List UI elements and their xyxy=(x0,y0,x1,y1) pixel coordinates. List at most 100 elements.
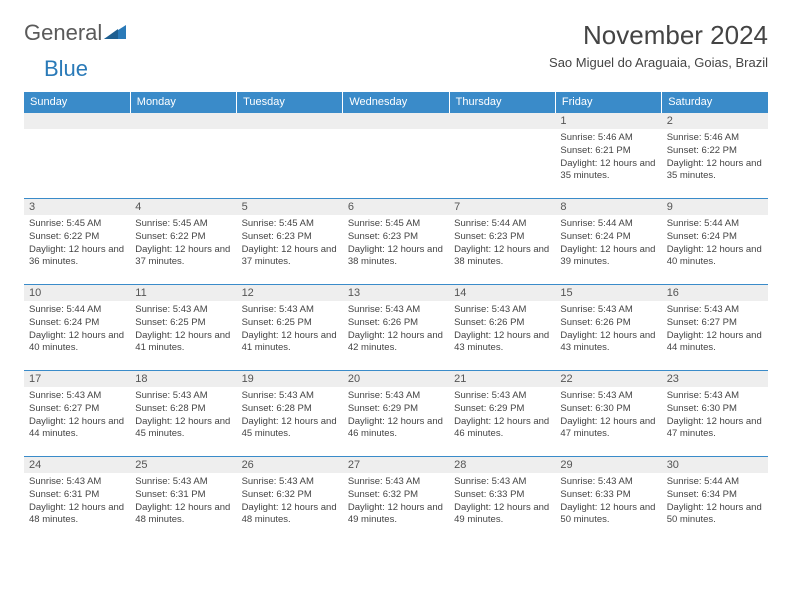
day-number: 24 xyxy=(24,457,130,473)
sunrise-text: Sunrise: 5:45 AM xyxy=(135,218,231,231)
weekday-mon: Monday xyxy=(130,92,236,113)
daylight-text: Daylight: 12 hours and 44 minutes. xyxy=(667,330,763,356)
sunrise-text: Sunrise: 5:43 AM xyxy=(454,390,550,403)
daylight-text: Daylight: 12 hours and 46 minutes. xyxy=(348,416,444,442)
calendar-cell xyxy=(237,113,343,199)
sunset-text: Sunset: 6:31 PM xyxy=(29,489,125,502)
day-details: Sunrise: 5:43 AMSunset: 6:26 PMDaylight:… xyxy=(343,301,449,358)
sunrise-text: Sunrise: 5:45 AM xyxy=(242,218,338,231)
daylight-text: Daylight: 12 hours and 35 minutes. xyxy=(560,158,656,184)
daylight-text: Daylight: 12 hours and 50 minutes. xyxy=(667,502,763,528)
day-details: Sunrise: 5:43 AMSunset: 6:25 PMDaylight:… xyxy=(237,301,343,358)
day-number: 3 xyxy=(24,199,130,215)
day-details: Sunrise: 5:43 AMSunset: 6:31 PMDaylight:… xyxy=(24,473,130,530)
day-number: 28 xyxy=(449,457,555,473)
sunrise-text: Sunrise: 5:43 AM xyxy=(560,390,656,403)
calendar-row: 10Sunrise: 5:44 AMSunset: 6:24 PMDayligh… xyxy=(24,285,768,371)
sunset-text: Sunset: 6:22 PM xyxy=(667,145,763,158)
day-number: 15 xyxy=(555,285,661,301)
calendar-cell: 3Sunrise: 5:45 AMSunset: 6:22 PMDaylight… xyxy=(24,199,130,285)
calendar-cell xyxy=(130,113,236,199)
day-details: Sunrise: 5:44 AMSunset: 6:24 PMDaylight:… xyxy=(662,215,768,272)
logo-word2: Blue xyxy=(44,56,88,82)
daylight-text: Daylight: 12 hours and 46 minutes. xyxy=(454,416,550,442)
day-number: 7 xyxy=(449,199,555,215)
day-details: Sunrise: 5:46 AMSunset: 6:22 PMDaylight:… xyxy=(662,129,768,186)
day-number: 26 xyxy=(237,457,343,473)
sunrise-text: Sunrise: 5:46 AM xyxy=(667,132,763,145)
day-number: 16 xyxy=(662,285,768,301)
sunset-text: Sunset: 6:23 PM xyxy=(348,231,444,244)
day-details: Sunrise: 5:45 AMSunset: 6:22 PMDaylight:… xyxy=(130,215,236,272)
daylight-text: Daylight: 12 hours and 47 minutes. xyxy=(667,416,763,442)
sunset-text: Sunset: 6:22 PM xyxy=(135,231,231,244)
calendar-cell: 6Sunrise: 5:45 AMSunset: 6:23 PMDaylight… xyxy=(343,199,449,285)
daylight-text: Daylight: 12 hours and 39 minutes. xyxy=(560,244,656,270)
weekday-sun: Sunday xyxy=(24,92,130,113)
calendar-cell: 1Sunrise: 5:46 AMSunset: 6:21 PMDaylight… xyxy=(555,113,661,199)
sunrise-text: Sunrise: 5:43 AM xyxy=(348,390,444,403)
calendar-cell: 23Sunrise: 5:43 AMSunset: 6:30 PMDayligh… xyxy=(662,371,768,457)
sunrise-text: Sunrise: 5:43 AM xyxy=(135,476,231,489)
weekday-header-row: Sunday Monday Tuesday Wednesday Thursday… xyxy=(24,92,768,113)
calendar-cell xyxy=(343,113,449,199)
day-number: 27 xyxy=(343,457,449,473)
day-details: Sunrise: 5:45 AMSunset: 6:23 PMDaylight:… xyxy=(237,215,343,272)
day-details: Sunrise: 5:43 AMSunset: 6:28 PMDaylight:… xyxy=(130,387,236,444)
sunrise-text: Sunrise: 5:43 AM xyxy=(667,304,763,317)
day-number: 20 xyxy=(343,371,449,387)
sunset-text: Sunset: 6:33 PM xyxy=(454,489,550,502)
daylight-text: Daylight: 12 hours and 35 minutes. xyxy=(667,158,763,184)
day-number: 23 xyxy=(662,371,768,387)
daylight-text: Daylight: 12 hours and 47 minutes. xyxy=(560,416,656,442)
calendar-cell: 27Sunrise: 5:43 AMSunset: 6:32 PMDayligh… xyxy=(343,457,449,543)
day-number: 17 xyxy=(24,371,130,387)
day-number: 19 xyxy=(237,371,343,387)
sunrise-text: Sunrise: 5:43 AM xyxy=(29,390,125,403)
day-number: 11 xyxy=(130,285,236,301)
day-details: Sunrise: 5:43 AMSunset: 6:27 PMDaylight:… xyxy=(24,387,130,444)
calendar-row: 1Sunrise: 5:46 AMSunset: 6:21 PMDaylight… xyxy=(24,113,768,199)
day-number: 5 xyxy=(237,199,343,215)
calendar-cell: 28Sunrise: 5:43 AMSunset: 6:33 PMDayligh… xyxy=(449,457,555,543)
sunset-text: Sunset: 6:24 PM xyxy=(667,231,763,244)
daylight-text: Daylight: 12 hours and 45 minutes. xyxy=(135,416,231,442)
sunrise-text: Sunrise: 5:45 AM xyxy=(348,218,444,231)
day-details: Sunrise: 5:43 AMSunset: 6:33 PMDaylight:… xyxy=(449,473,555,530)
daylight-text: Daylight: 12 hours and 44 minutes. xyxy=(29,416,125,442)
daylight-text: Daylight: 12 hours and 48 minutes. xyxy=(135,502,231,528)
day-details: Sunrise: 5:43 AMSunset: 6:32 PMDaylight:… xyxy=(343,473,449,530)
day-number: 13 xyxy=(343,285,449,301)
day-details: Sunrise: 5:43 AMSunset: 6:26 PMDaylight:… xyxy=(555,301,661,358)
sunrise-text: Sunrise: 5:43 AM xyxy=(348,304,444,317)
sunrise-text: Sunrise: 5:44 AM xyxy=(667,218,763,231)
sunset-text: Sunset: 6:23 PM xyxy=(454,231,550,244)
daylight-text: Daylight: 12 hours and 42 minutes. xyxy=(348,330,444,356)
sunrise-text: Sunrise: 5:43 AM xyxy=(667,390,763,403)
sunrise-text: Sunrise: 5:43 AM xyxy=(348,476,444,489)
sunrise-text: Sunrise: 5:43 AM xyxy=(135,304,231,317)
calendar-cell: 14Sunrise: 5:43 AMSunset: 6:26 PMDayligh… xyxy=(449,285,555,371)
day-details: Sunrise: 5:43 AMSunset: 6:29 PMDaylight:… xyxy=(343,387,449,444)
calendar-cell: 26Sunrise: 5:43 AMSunset: 6:32 PMDayligh… xyxy=(237,457,343,543)
sunset-text: Sunset: 6:32 PM xyxy=(242,489,338,502)
sunset-text: Sunset: 6:31 PM xyxy=(135,489,231,502)
day-details: Sunrise: 5:43 AMSunset: 6:31 PMDaylight:… xyxy=(130,473,236,530)
day-number: 22 xyxy=(555,371,661,387)
calendar-table: Sunday Monday Tuesday Wednesday Thursday… xyxy=(24,92,768,543)
daylight-text: Daylight: 12 hours and 50 minutes. xyxy=(560,502,656,528)
calendar-cell: 7Sunrise: 5:44 AMSunset: 6:23 PMDaylight… xyxy=(449,199,555,285)
calendar-cell: 21Sunrise: 5:43 AMSunset: 6:29 PMDayligh… xyxy=(449,371,555,457)
calendar-cell: 30Sunrise: 5:44 AMSunset: 6:34 PMDayligh… xyxy=(662,457,768,543)
daylight-text: Daylight: 12 hours and 41 minutes. xyxy=(135,330,231,356)
sunset-text: Sunset: 6:24 PM xyxy=(560,231,656,244)
calendar-cell: 13Sunrise: 5:43 AMSunset: 6:26 PMDayligh… xyxy=(343,285,449,371)
day-number: 21 xyxy=(449,371,555,387)
day-details: Sunrise: 5:46 AMSunset: 6:21 PMDaylight:… xyxy=(555,129,661,186)
calendar-cell: 25Sunrise: 5:43 AMSunset: 6:31 PMDayligh… xyxy=(130,457,236,543)
daylight-text: Daylight: 12 hours and 43 minutes. xyxy=(560,330,656,356)
daylight-text: Daylight: 12 hours and 38 minutes. xyxy=(348,244,444,270)
calendar-cell: 5Sunrise: 5:45 AMSunset: 6:23 PMDaylight… xyxy=(237,199,343,285)
daylight-text: Daylight: 12 hours and 40 minutes. xyxy=(667,244,763,270)
sunrise-text: Sunrise: 5:44 AM xyxy=(667,476,763,489)
